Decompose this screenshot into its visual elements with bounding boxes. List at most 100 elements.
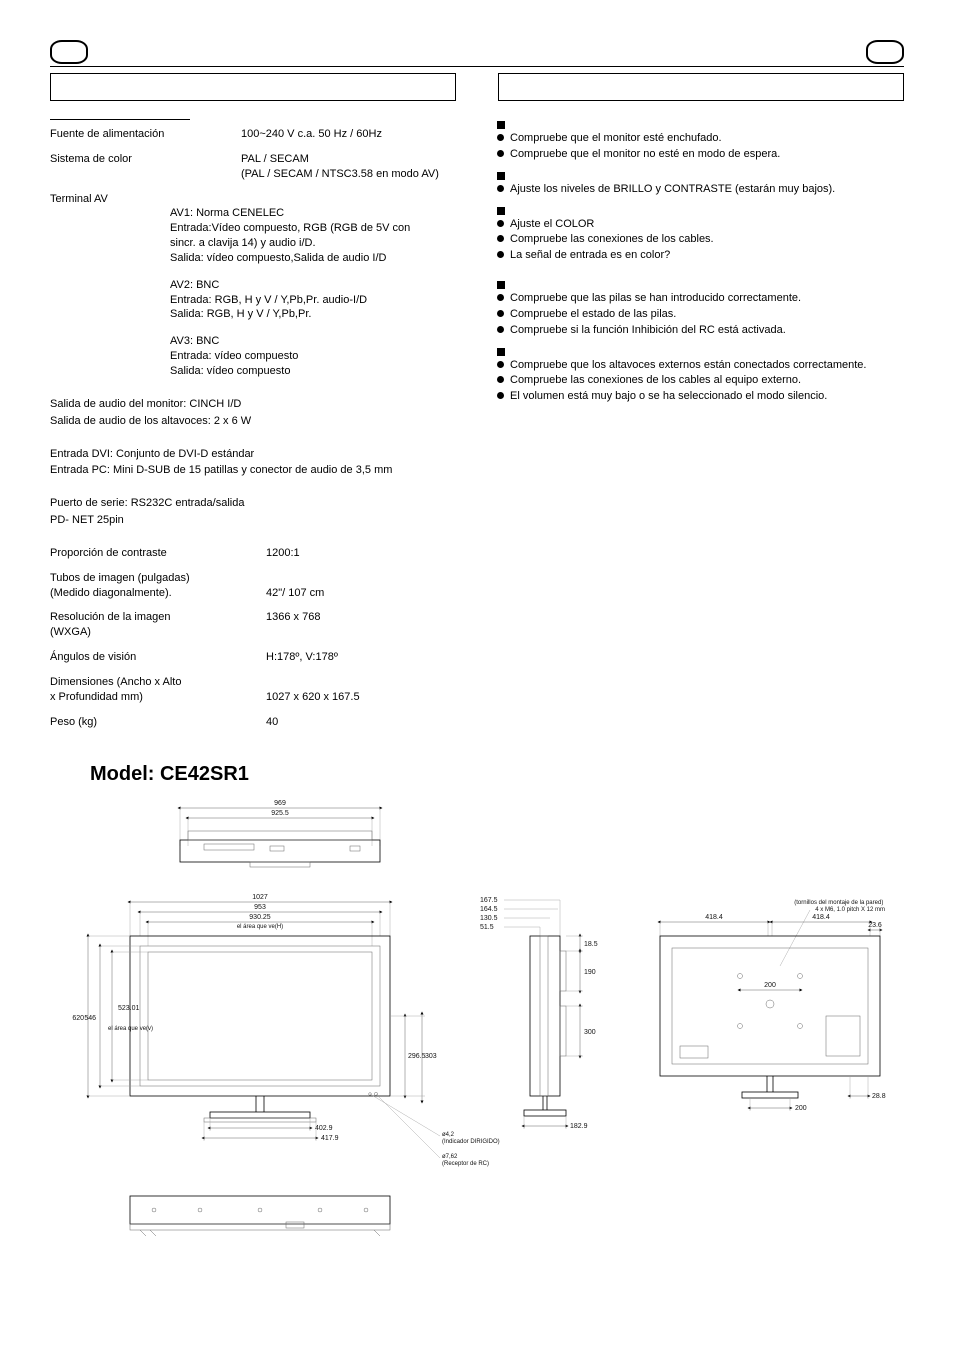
ts-item-text: Compruebe que el monitor no esté en modo… [510,147,780,162]
ts-item-text: Compruebe el estado de las pilas. [510,307,676,322]
spec-line: Entrada PC: Mini D-SUB de 15 patillas y … [50,463,457,478]
spec-row: Sistema de color PAL / SECAM (PAL / SECA… [50,152,457,182]
capsule-icon [50,40,88,64]
svg-text:418.4: 418.4 [705,914,723,921]
circle-bullet-icon [497,220,504,227]
spec-label: Resolución de la imagen (WXGA) [50,610,266,640]
circle-bullet-icon [497,294,504,301]
svg-text:303: 303 [425,1053,437,1060]
specifications-column: Fuente de alimentación 100~240 V c.a. 50… [50,115,457,739]
spec-value: H:178º, V:178º [266,650,457,665]
ts-heading [497,207,904,215]
circle-bullet-icon [497,361,504,368]
svg-text:418.4: 418.4 [812,914,830,921]
ts-section: Ajuste los niveles de BRILLO y CONTRASTE… [497,172,904,197]
ts-section: Compruebe que el monitor esté enchufado.… [497,121,904,162]
model-heading: Model: CE42SR1 [90,763,904,786]
spec-line: PD- NET 25pin [50,513,457,528]
square-bullet-icon [497,348,505,356]
svg-text:402.9: 402.9 [315,1125,333,1132]
circle-bullet-icon [497,185,504,192]
svg-text:523.01: 523.01 [118,1005,140,1012]
spec-line: Salida de audio del monitor: CINCH I/D [50,397,457,412]
spec-label: Peso (kg) [50,715,266,730]
circle-bullet-icon [497,376,504,383]
spec-row: Resolución de la imagen (WXGA) 1366 x 76… [50,610,457,640]
content-columns: Fuente de alimentación 100~240 V c.a. 50… [50,115,904,739]
capsule-icon [866,40,904,64]
circle-bullet-icon [497,150,504,157]
svg-text:51.5: 51.5 [480,924,494,931]
ts-item: Compruebe las conexiones de los cables. [497,232,904,247]
diagram-top-view: 969 925.5 [180,800,380,867]
ts-heading [497,348,904,356]
ts-item: Compruebe el estado de las pilas. [497,307,904,322]
svg-text:930.25: 930.25 [249,914,271,921]
technical-drawings: 969 925.5 [50,796,910,1276]
svg-text:18.5: 18.5 [584,941,598,948]
ts-heading [497,121,904,129]
header-divider [477,66,904,67]
svg-text:200: 200 [764,982,776,989]
header-right [477,40,904,101]
spec-label: Terminal AV [50,192,241,207]
av-block: AV2: BNC Entrada: RGB, H y V / Y,Pb,Pr. … [170,278,457,323]
svg-text:546: 546 [84,1015,96,1022]
diagram-side-view: 167.5 164.5 130.5 51.5 18.5 [480,897,598,1130]
svg-text:953: 953 [254,904,266,911]
svg-text:296.5: 296.5 [408,1053,426,1060]
circle-bullet-icon [497,310,504,317]
diagrams-area: 969 925.5 [50,796,904,1276]
square-bullet-icon [497,281,505,289]
svg-text:417.9: 417.9 [321,1135,339,1142]
spec-subtitle [50,118,190,120]
square-bullet-icon [497,207,505,215]
troubleshooting-column: Compruebe que el monitor esté enchufado.… [497,115,904,739]
svg-text:130.5: 130.5 [480,915,498,922]
svg-text:ø7,62 (Receptor de R: ø7,62 (Receptor de RC) [442,1154,489,1167]
ts-item-text: Compruebe que los altavoces externos est… [510,358,866,373]
ts-item-text: Ajuste los niveles de BRILLO y CONTRASTE… [510,182,835,197]
ts-item: Compruebe que los altavoces externos est… [497,358,904,373]
spec-value: 100~240 V c.a. 50 Hz / 60Hz [241,127,457,142]
ts-item-text: Compruebe las conexiones de los cables a… [510,373,801,388]
svg-text:925.5: 925.5 [271,810,289,817]
ts-item-text: Compruebe si la función Inhibición del R… [510,323,786,338]
ts-item: La señal de entrada es en color? [497,248,904,263]
spec-value: 42"/ 107 cm [266,586,457,601]
svg-text:ø4,2 (Indicador DIRI: ø4,2 (Indicador DIRIGIDO) [442,1132,515,1145]
spec-value: PAL / SECAM (PAL / SECAM / NTSC3.58 en m… [241,152,457,182]
ts-item: Compruebe que el monitor esté enchufado. [497,131,904,146]
section-title-specs [50,73,456,101]
ts-item-text: Compruebe que el monitor esté enchufado. [510,131,722,146]
ts-item-text: Compruebe las conexiones de los cables. [510,232,714,247]
svg-text:el área que ve(H): el área que ve(H) [237,924,283,930]
spec-row: Proporción de contraste 1200:1 [50,546,457,561]
spec-row: Fuente de alimentación 100~240 V c.a. 50… [50,127,457,142]
svg-text:(tornillos del montaje de la p: (tornillos del montaje de la pared) 4 x … [794,900,885,913]
spec-row: Dimensiones (Ancho x Alto x Profundidad … [50,675,457,705]
page-header [50,40,904,101]
spec-label: Fuente de alimentación [50,127,241,142]
spec-line: Puerto de serie: RS232C entrada/salida [50,496,457,511]
diagram-front-view: 1027 953 930.25 el área que ve(H) [72,894,514,1167]
section-title-troubleshooting [498,73,904,101]
svg-text:164.5: 164.5 [480,906,498,913]
spec-line: Entrada DVI: Conjunto de DVI-D estándar [50,447,457,462]
page: Fuente de alimentación 100~240 V c.a. 50… [0,0,954,1306]
av-block: AV3: BNC Entrada: vídeo compuesto Salida… [170,334,457,379]
ts-section: Ajuste el COLOR Compruebe las conexiones… [497,207,904,264]
circle-bullet-icon [497,235,504,242]
ts-item: Compruebe si la función Inhibición del R… [497,323,904,338]
ts-heading [497,281,904,289]
spec-value: 40 [266,715,457,730]
ts-item: Compruebe que el monitor no esté en modo… [497,147,904,162]
ts-item: Compruebe las conexiones de los cables a… [497,373,904,388]
spec-value: 1027 x 620 x 167.5 [266,690,457,705]
spec-line: Salida de audio de los altavoces: 2 x 6 … [50,414,457,429]
ts-section: Compruebe que los altavoces externos est… [497,348,904,405]
svg-text:1027: 1027 [252,894,268,901]
square-bullet-icon [497,121,505,129]
spec-row: Ángulos de visión H:178º, V:178º [50,650,457,665]
ts-item: Compruebe que las pilas se han introduci… [497,291,904,306]
